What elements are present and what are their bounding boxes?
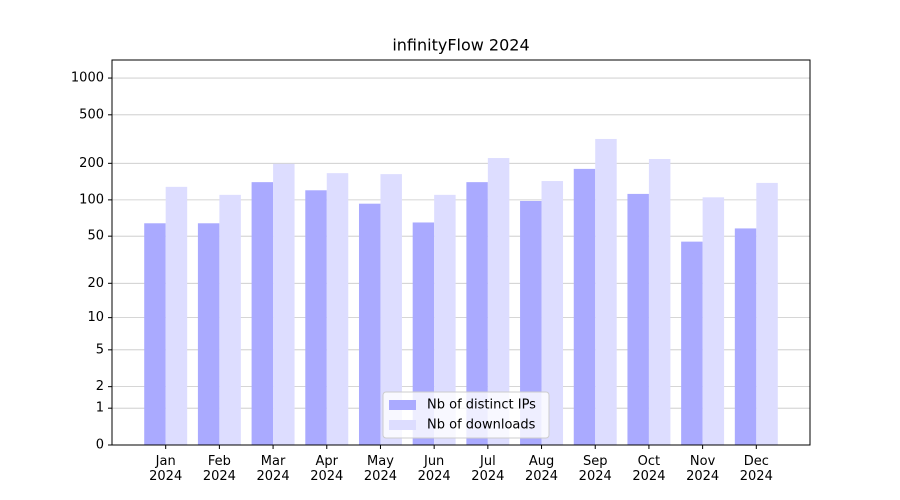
bar: [573, 168, 596, 446]
x-tick-label: May 2024: [364, 454, 397, 484]
bar: [702, 197, 725, 445]
y-tick-label: 5: [96, 342, 104, 357]
x-tick-label: Apr 2024: [310, 454, 343, 484]
bar: [520, 200, 542, 445]
bar: [358, 203, 381, 445]
bar: [380, 174, 402, 446]
bar: [681, 241, 703, 445]
x-tick-label: Aug 2024: [525, 454, 558, 484]
bar: [251, 182, 274, 446]
chart-title: infinityFlow 2024: [392, 36, 529, 55]
x-tick-label: Nov 2024: [686, 454, 719, 484]
y-tick-label: 1: [96, 401, 104, 416]
y-tick-label: 100: [79, 192, 104, 207]
legend: Nb of distinct IPs Nb of downloads: [382, 391, 550, 439]
x-tick-label: Jun 2024: [418, 454, 451, 484]
bar: [305, 190, 327, 445]
x-tick-label: Mar 2024: [257, 454, 290, 484]
x-tick-label: Jul 2024: [471, 454, 504, 484]
bar: [595, 138, 617, 445]
bar: [165, 186, 188, 445]
bar: [541, 181, 564, 445]
legend-label: Nb of downloads: [427, 418, 536, 433]
x-tick-label: Oct 2024: [632, 454, 665, 484]
plot-frame: [111, 59, 811, 446]
x-tick-label: Jan 2024: [149, 454, 182, 484]
legend-box: [382, 391, 550, 439]
bar: [219, 194, 241, 445]
legend-label: Nb of distinct IPs: [427, 398, 536, 413]
bar: [648, 159, 671, 445]
y-tick-label: 20: [87, 276, 104, 291]
y-tick-label: 2: [96, 379, 104, 394]
x-tick-label: Sep 2024: [579, 454, 612, 484]
y-tick-label: 0: [96, 438, 104, 453]
x-tick-label: Feb 2024: [203, 454, 236, 484]
bar: [326, 173, 349, 445]
bar: [144, 223, 166, 445]
bar: [434, 194, 456, 445]
y-tick-label: 1000: [71, 71, 104, 86]
bar: [756, 182, 778, 446]
bar: [197, 223, 220, 445]
bar: [412, 222, 435, 445]
y-tick-label: 50: [87, 229, 104, 244]
x-tick-label: Dec 2024: [740, 454, 773, 484]
y-tick-label: 500: [79, 107, 104, 122]
y-tick-label: 10: [87, 310, 104, 325]
bar: [734, 228, 757, 445]
legend-swatch: [389, 400, 416, 410]
legend-swatch: [389, 420, 416, 430]
y-tick-label: 200: [79, 156, 104, 171]
bar: [273, 163, 295, 445]
bar: [627, 193, 649, 445]
bar: [487, 158, 510, 446]
bar: [466, 182, 488, 446]
